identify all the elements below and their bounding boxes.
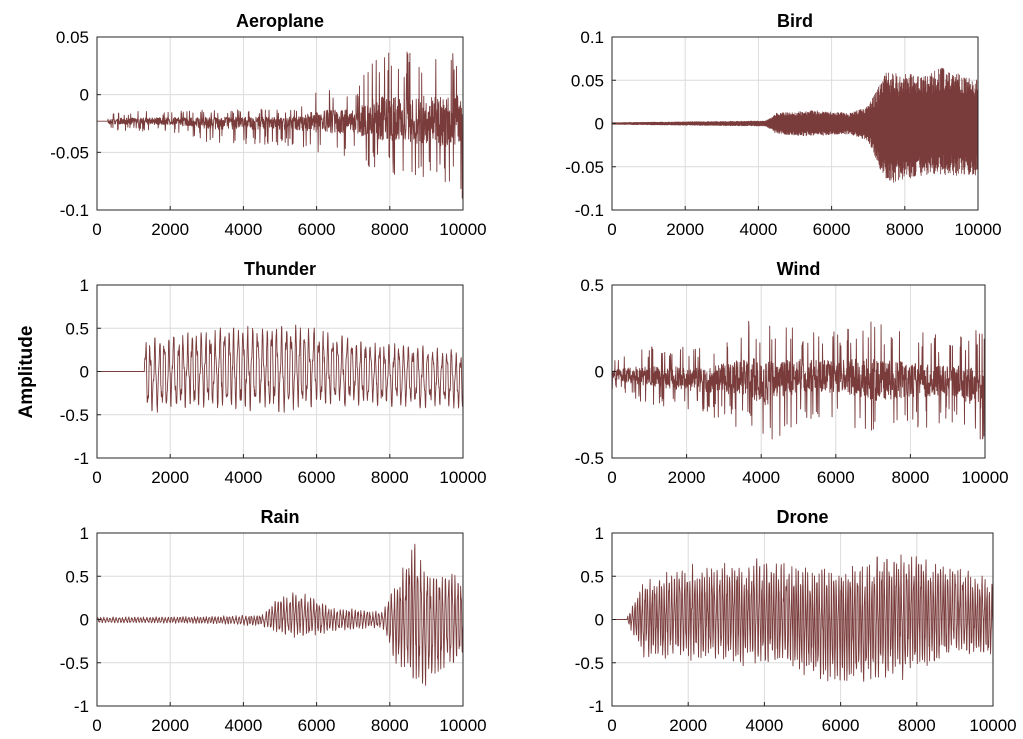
- y-tick-label: 0: [80, 86, 89, 105]
- y-tick-label: 1: [595, 524, 604, 543]
- subplot: 0 2000 4000 6000 8000 10000 0.05 0 -0.05 -0.1 Aero…: [50, 11, 486, 239]
- y-tick-label: 1: [80, 524, 89, 543]
- x-tick-label: 4000: [224, 468, 262, 487]
- x-tick-label: 0: [607, 468, 616, 487]
- y-tick-label: -0.5: [60, 654, 89, 673]
- y-tick-label: 0.1: [580, 28, 604, 47]
- x-tick-label: 6000: [298, 220, 336, 239]
- y-tick-label: -0.5: [575, 654, 604, 673]
- y-tick-label: 1: [80, 276, 89, 295]
- y-tick-label: -1: [589, 697, 604, 716]
- x-tick-label: 10000: [439, 716, 486, 735]
- x-tick-label: 0: [607, 716, 616, 735]
- y-tick-label: -1: [74, 697, 89, 716]
- y-tick-label: 0: [80, 363, 89, 382]
- waveform-series-line: [96, 324, 464, 413]
- x-tick-label: 8000: [898, 716, 936, 735]
- x-tick-label: 0: [92, 716, 101, 735]
- subplot-title: Wind: [777, 259, 821, 279]
- x-tick-label: 4000: [742, 468, 780, 487]
- subplot: 0 2000 4000 6000 8000 10000 1 0.5 0 -0.5 -1 Drone: [575, 507, 1017, 735]
- x-tick-label: 2000: [666, 220, 704, 239]
- x-tick-label: 0: [92, 220, 101, 239]
- y-tick-label: 0: [595, 115, 604, 134]
- subplot-grid: 0 2000 4000 6000 8000 100000.050-0.05-0.1Aero…: [50, 11, 1016, 735]
- y-tick-label: -0.5: [575, 449, 604, 468]
- x-tick-label: 10000: [961, 468, 1008, 487]
- y-tick-label: 0.05: [571, 71, 604, 90]
- y-tick-label: 0.5: [580, 567, 604, 586]
- y-tick-label: -0.1: [575, 201, 604, 220]
- subplot: 0 2000 4000 6000 8000 10000 1 0.5 0 -0.5 -1 Thunder: [60, 259, 487, 487]
- y-tick-label: -0.1: [60, 201, 89, 220]
- x-tick-label: 6000: [813, 220, 851, 239]
- y-tick-label: 0.5: [65, 567, 89, 586]
- figure-ylabel: Amplitude: [16, 326, 37, 419]
- x-tick-label: 10000: [969, 716, 1016, 735]
- subplot: 0 2000 4000 6000 8000 10000 1 0.5 0 -0.5 -1 Rain: [60, 507, 487, 735]
- y-tick-label: -0.5: [60, 406, 89, 425]
- x-tick-label: 10000: [954, 220, 1001, 239]
- subplot-title: Thunder: [244, 259, 316, 279]
- y-tick-label: 0: [80, 611, 89, 630]
- x-tick-label: 2000: [151, 716, 189, 735]
- x-tick-label: 4000: [745, 716, 783, 735]
- x-tick-label: 0: [92, 468, 101, 487]
- x-tick-label: 6000: [298, 468, 336, 487]
- y-tick-label: 0: [595, 363, 604, 382]
- x-tick-label: 2000: [151, 468, 189, 487]
- y-tick-label: -0.05: [565, 158, 604, 177]
- y-tick-label: 0.05: [56, 28, 89, 47]
- waveform-series-line: [611, 554, 994, 682]
- waveform-series-line: [611, 320, 986, 440]
- subplot-title: Bird: [777, 11, 813, 31]
- x-tick-label: 6000: [298, 716, 336, 735]
- x-tick-label: 10000: [439, 220, 486, 239]
- x-tick-label: 8000: [371, 716, 409, 735]
- x-tick-label: 8000: [891, 468, 929, 487]
- x-tick-label: 6000: [817, 468, 855, 487]
- x-tick-label: 0: [607, 220, 616, 239]
- x-tick-label: 4000: [224, 220, 262, 239]
- y-tick-label: -0.05: [50, 143, 89, 162]
- waveform-series-line: [611, 67, 979, 183]
- x-tick-label: 6000: [822, 716, 860, 735]
- waveform-series-line: [96, 51, 464, 199]
- x-tick-label: 8000: [886, 220, 924, 239]
- x-tick-label: 4000: [739, 220, 777, 239]
- x-tick-label: 10000: [439, 468, 486, 487]
- y-tick-label: 0: [595, 611, 604, 630]
- subplot: 0 2000 4000 6000 8000 10000 0.1 0.05 0 -0.05 -0.1 B…: [565, 11, 1001, 239]
- waveform-series-line: [96, 543, 464, 686]
- x-tick-label: 2000: [668, 468, 706, 487]
- x-tick-label: 8000: [371, 220, 409, 239]
- y-tick-label: 0.5: [65, 319, 89, 338]
- subplot-title: Drone: [776, 507, 828, 527]
- axes-frame: [96, 36, 464, 211]
- y-tick-label: 0.5: [580, 276, 604, 295]
- y-tick-label: -1: [74, 449, 89, 468]
- x-tick-label: 2000: [669, 716, 707, 735]
- x-tick-label: 8000: [371, 468, 409, 487]
- x-tick-label: 4000: [224, 716, 262, 735]
- x-tick-label: 2000: [151, 220, 189, 239]
- subplot-title: Rain: [260, 507, 299, 527]
- subplot-title: Aeroplane: [236, 11, 324, 31]
